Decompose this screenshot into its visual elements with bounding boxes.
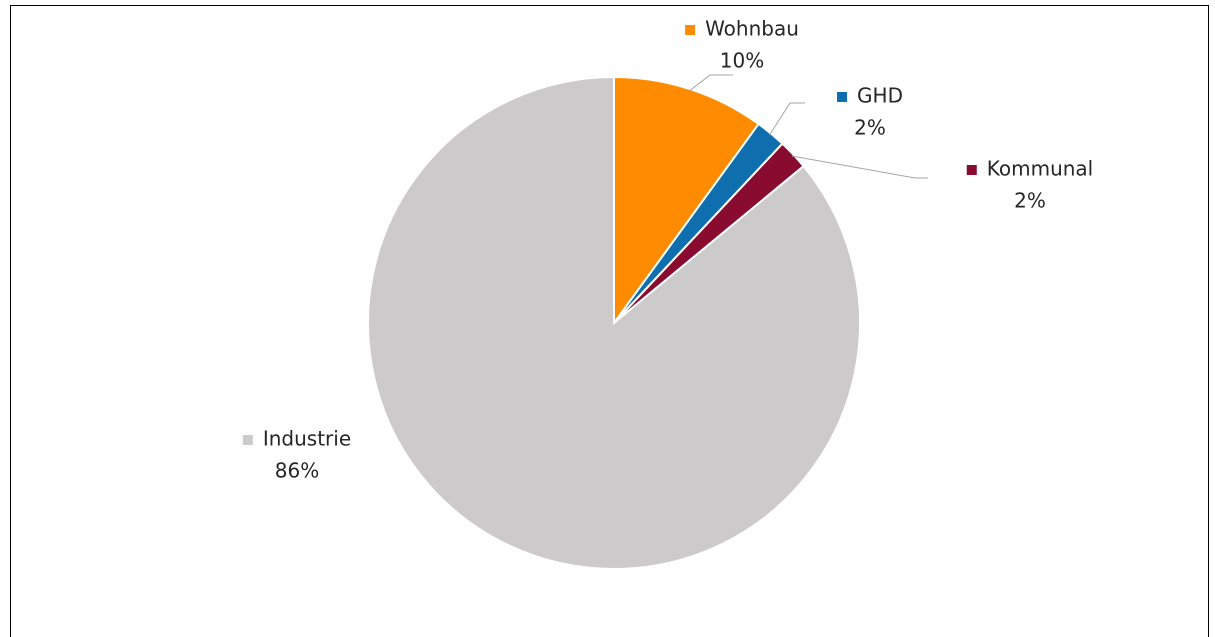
slice-label: GHD [857, 84, 903, 108]
leader-line [791, 155, 928, 179]
slice-value-label: 2% [854, 116, 886, 140]
legend-swatch [966, 165, 977, 175]
slice-label: Kommunal [987, 157, 1093, 181]
frame [10, 5, 1209, 637]
slice-value-label: 2% [1014, 189, 1046, 213]
slice-label: Industrie [263, 427, 351, 451]
legend-swatch [685, 25, 696, 35]
legend-swatch [837, 92, 848, 102]
slice-label: Wohnbau [705, 17, 799, 41]
slice-value-label: 86% [275, 459, 319, 483]
pie-slice [367, 75, 861, 570]
leader-line [689, 74, 733, 92]
pie-slice [613, 75, 760, 327]
legend-swatch [242, 435, 253, 445]
slice-value-label: 10% [720, 49, 764, 73]
leader-line [769, 102, 805, 136]
